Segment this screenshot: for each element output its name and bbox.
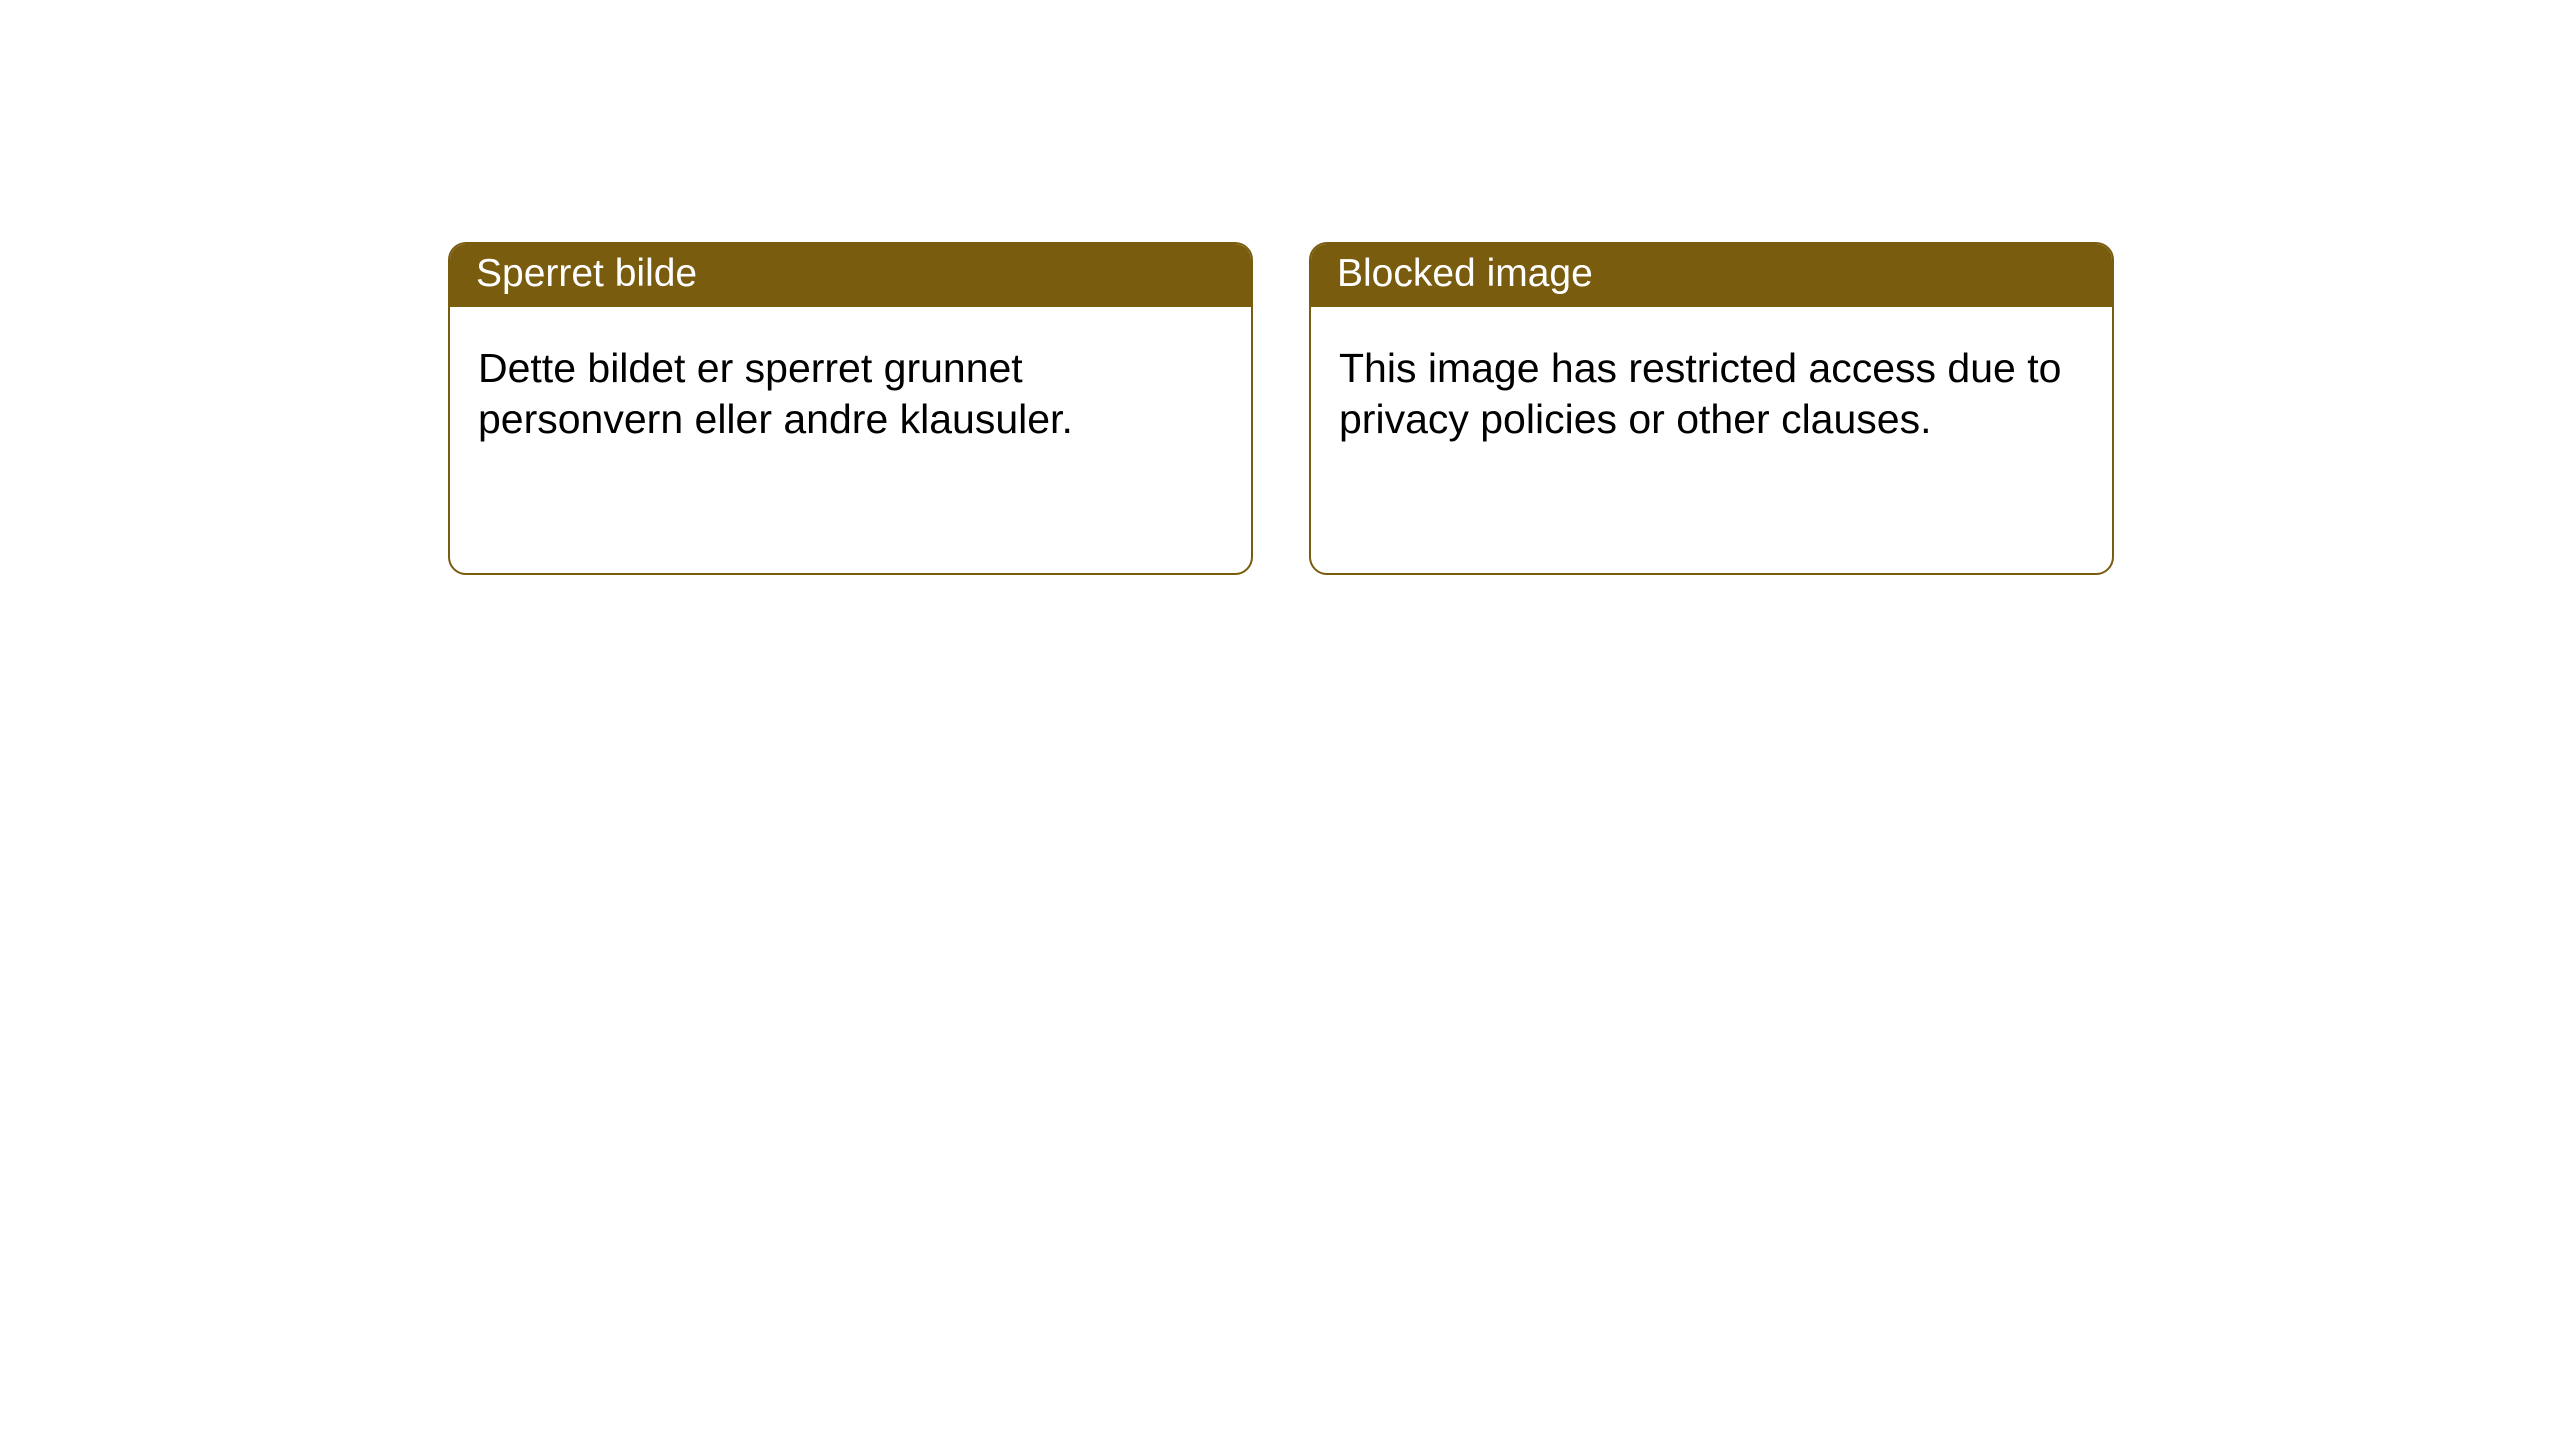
notice-card-norwegian: Sperret bilde Dette bildet er sperret gr… [448,242,1253,575]
notice-header: Blocked image [1311,244,2112,307]
notice-header: Sperret bilde [450,244,1251,307]
notice-title: Sperret bilde [476,252,697,295]
notice-body: Dette bildet er sperret grunnet personve… [450,307,1251,482]
notice-card-english: Blocked image This image has restricted … [1309,242,2114,575]
notice-body: This image has restricted access due to … [1311,307,2112,482]
notice-text: This image has restricted access due to … [1339,345,2061,443]
notice-text: Dette bildet er sperret grunnet personve… [478,345,1073,443]
notice-container: Sperret bilde Dette bildet er sperret gr… [448,242,2114,575]
notice-title: Blocked image [1337,252,1593,295]
